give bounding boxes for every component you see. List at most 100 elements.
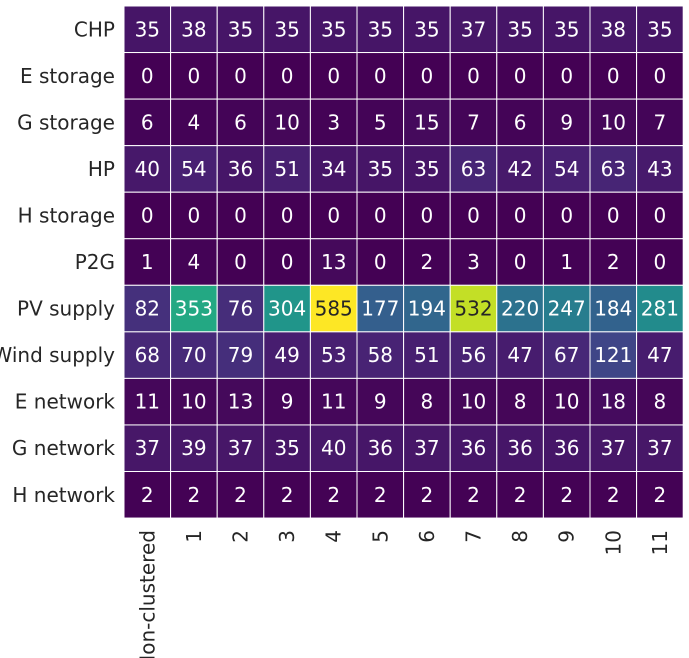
heatmap-cell-g-storage-6 [403,98,451,147]
heatmap-cell-chp-non-clustered [123,5,172,54]
cell-value-g-network-6: 37 [414,436,439,460]
y-tick-label-g-storage: G storage [17,110,115,134]
x-tick-labels: Non-clustered 1 2 3 4 5 6 7 8 9 10 11 [135,530,672,658]
cell-value-chp-4: 35 [321,17,346,41]
cell-value-pv-supply-6: 194 [408,297,446,321]
cell-value-hp-9: 54 [554,157,579,181]
x-tick-label-4: 4 [322,530,346,543]
heatmap-cell-h-storage-4 [309,191,358,240]
heatmap-cell-wind-supply-2 [216,331,265,379]
cell-value-e-network-11: 8 [654,390,667,414]
cell-value-chp-3: 35 [274,17,299,41]
x-tick-label-5: 5 [368,530,392,543]
cell-value-h-network-9: 2 [560,483,573,507]
heatmap-cell-pv-supply-5 [356,284,405,333]
heatmap-cell-hp-8 [496,145,544,193]
y-tick-label-pv-supply: PV supply [17,297,115,321]
cell-value-wind-supply-6: 51 [414,343,439,367]
heatmap-cell-g-storage-4 [309,98,358,147]
cell-value-g-storage-9: 9 [560,110,573,134]
cell-value-chp-8: 35 [507,17,532,41]
cell-value-h-network-10: 2 [607,483,620,507]
cell-value-h-network-7: 2 [467,483,480,507]
heatmap-cell-g-storage-3 [263,98,311,147]
y-tick-label-chp: CHP [74,17,115,41]
cell-value-hp-1: 54 [181,157,206,181]
heatmap-cell-h-network-7 [449,471,498,519]
cell-value-wind-supply-7: 56 [461,343,486,367]
cell-value-e-storage-non-clustered: 0 [141,64,154,88]
heatmap-cell-wind-supply-6 [403,331,451,379]
x-tick-label-6: 6 [415,530,439,543]
heatmap-cell-hp-6 [403,145,451,193]
heatmap-cell-h-storage-6 [403,191,451,240]
cell-value-p2g-non-clustered: 1 [141,250,154,274]
cell-value-h-network-2: 2 [234,483,247,507]
heatmap-cell-pv-supply-non-clustered [123,284,172,333]
cell-value-e-network-8: 8 [514,390,527,414]
cell-value-chp-1: 38 [181,17,206,41]
cell-value-h-network-non-clustered: 2 [141,483,154,507]
cell-value-chp-11: 35 [647,17,672,41]
heatmap-cell-pv-supply-1 [170,284,218,333]
heatmap-cell-h-network-9 [542,471,591,519]
heatmap-cell-e-storage-5 [356,52,405,100]
cell-value-p2g-8: 0 [514,250,527,274]
heatmap-cell-hp-10 [589,145,638,193]
heatmap-cell-e-storage-6 [403,52,451,100]
cell-value-hp-6: 35 [414,157,439,181]
cell-value-e-storage-1: 0 [188,64,201,88]
y-tick-label-g-network: G network [12,436,115,460]
cell-value-h-storage-1: 0 [188,203,201,227]
cell-value-h-network-4: 2 [327,483,340,507]
cell-value-wind-supply-10: 121 [594,343,632,367]
heatmap-cell-pv-supply-6 [403,284,451,333]
cell-value-chp-2: 35 [228,17,253,41]
heatmap-cell-pv-supply-4 [309,284,358,333]
heatmap-cell-p2g-5 [356,238,405,286]
cell-value-wind-supply-4: 53 [321,343,346,367]
heatmap-cell-g-network-3 [263,424,311,473]
cell-value-g-network-11: 37 [647,436,672,460]
heatmap-cell-e-network-8 [496,377,544,426]
heatmap-cell-e-storage-9 [542,52,591,100]
x-tick-label-non-clustered: Non-clustered [135,530,159,658]
heatmap-cell-e-network-3 [263,377,311,426]
y-tick-labels: CHP E storage G storage HP H storage P2G PV su… [0,17,115,506]
cell-value-g-network-5: 36 [368,436,393,460]
cell-value-g-storage-6: 15 [414,110,439,134]
cell-value-h-storage-5: 0 [374,203,387,227]
cell-value-wind-supply-1: 70 [181,343,206,367]
heatmap-cell-h-storage-10 [589,191,638,240]
cell-value-p2g-4: 13 [321,250,346,274]
cell-value-p2g-11: 0 [654,250,667,274]
heatmap-cell-e-network-2 [216,377,265,426]
heatmap-cell-g-network-11 [636,424,684,473]
cell-value-pv-supply-7: 532 [454,297,492,321]
heatmap-cell-pv-supply-10 [589,284,638,333]
cell-value-g-network-7: 36 [461,436,486,460]
cell-value-pv-supply-10: 184 [594,297,632,321]
cell-value-g-storage-1: 4 [188,110,201,134]
cell-value-pv-supply-5: 177 [361,297,399,321]
cell-value-pv-supply-4: 585 [315,297,353,321]
heatmap-cell-p2g-11 [636,238,684,286]
cell-value-e-network-10: 18 [601,390,626,414]
y-tick-label-p2g: P2G [75,250,115,274]
cell-value-p2g-3: 0 [281,250,294,274]
heatmap-cell-e-storage-11 [636,52,684,100]
heatmap-cell-e-storage-8 [496,52,544,100]
cell-value-h-storage-2: 0 [234,203,247,227]
heatmap-cell-e-network-7 [449,377,498,426]
x-tick-label-2: 2 [229,530,253,543]
x-tick-label-10: 10 [601,530,625,555]
heatmap-cell-h-network-11 [636,471,684,519]
y-tick-label-h-storage: H storage [18,203,115,227]
cell-value-e-network-5: 9 [374,390,387,414]
cell-value-hp-2: 36 [228,157,253,181]
cell-value-hp-4: 34 [321,157,346,181]
cell-value-g-storage-4: 3 [327,110,340,134]
cell-value-g-storage-7: 7 [467,110,480,134]
heatmap-cell-g-storage-2 [216,98,265,147]
